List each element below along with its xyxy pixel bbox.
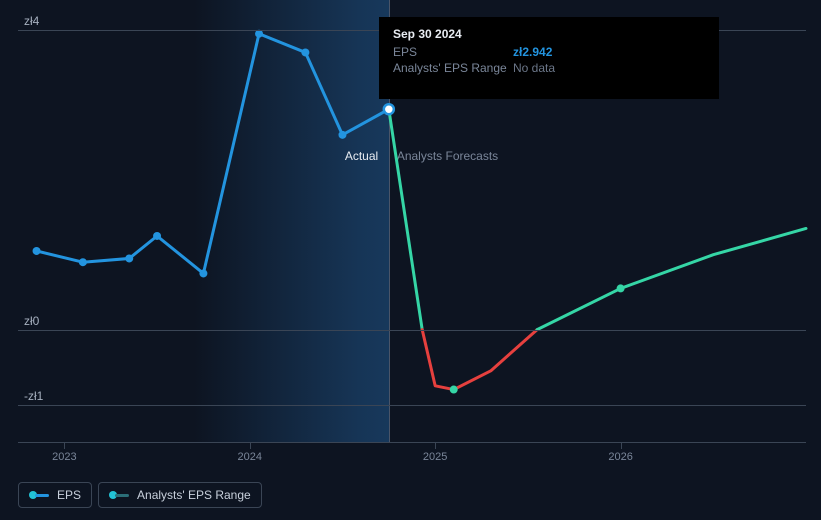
tooltip-row: EPSzł2.942 — [393, 45, 705, 59]
data-point — [153, 232, 161, 240]
data-point — [617, 284, 625, 292]
legend-item[interactable]: Analysts' EPS Range — [98, 482, 262, 508]
legend: EPS Analysts' EPS Range — [18, 482, 262, 508]
tooltip-key: Analysts' EPS Range — [393, 61, 513, 75]
legend-label: Analysts' EPS Range — [137, 488, 251, 502]
legend-item[interactable]: EPS — [18, 482, 92, 508]
data-point — [384, 104, 394, 114]
y-axis-label: zł0 — [24, 314, 39, 330]
series-line — [537, 228, 806, 329]
x-axis-label: 2024 — [238, 451, 262, 463]
x-axis-label: 2026 — [608, 451, 632, 463]
data-point — [125, 254, 133, 262]
series-line — [422, 330, 537, 390]
legend-swatch — [109, 491, 129, 499]
tooltip: Sep 30 2024 EPSzł2.942Analysts' EPS Rang… — [379, 17, 719, 99]
y-axis-label: zł4 — [24, 14, 39, 30]
legend-line-icon — [35, 494, 49, 497]
x-axis-label: 2025 — [423, 451, 447, 463]
legend-line-icon — [115, 494, 129, 497]
data-point — [338, 131, 346, 139]
x-axis: 2023 2024 2025 2026 — [18, 442, 806, 468]
data-point — [199, 269, 207, 277]
x-tick — [64, 443, 65, 449]
legend-label: EPS — [57, 488, 81, 502]
tooltip-date: Sep 30 2024 — [393, 27, 705, 41]
x-tick — [250, 443, 251, 449]
x-axis-label: 2023 — [52, 451, 76, 463]
tooltip-value: zł2.942 — [513, 45, 552, 59]
series-line — [37, 34, 389, 274]
data-point — [33, 247, 41, 255]
series-line — [389, 109, 422, 329]
tooltip-value: No data — [513, 61, 555, 75]
legend-swatch — [29, 491, 49, 499]
x-tick — [435, 443, 436, 449]
x-tick — [621, 443, 622, 449]
tooltip-row: Analysts' EPS RangeNo data — [393, 61, 705, 75]
y-axis-label: -zł1 — [24, 389, 43, 405]
data-point — [450, 386, 458, 394]
data-point — [301, 48, 309, 56]
gridline — [18, 330, 806, 331]
gridline — [18, 405, 806, 406]
tooltip-key: EPS — [393, 45, 513, 59]
data-point — [79, 258, 87, 266]
